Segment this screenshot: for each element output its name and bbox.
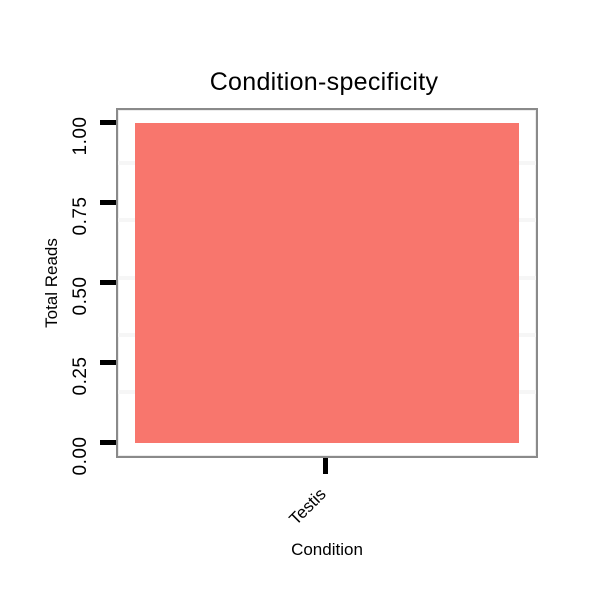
bar-testis [135, 123, 519, 443]
y-tick-mark [100, 440, 116, 445]
x-tick-mark [323, 458, 328, 474]
y-tick-label: 0.50 [70, 276, 91, 316]
y-tick-mark [100, 120, 116, 125]
y-tick-label: 1.00 [70, 116, 91, 156]
x-tick-label: Testis [285, 484, 330, 529]
y-tick-label: 0.00 [70, 436, 91, 476]
x-axis-title: Condition [291, 540, 363, 559]
y-axis-title: Total Reads [42, 238, 61, 328]
y-tick-label: 0.25 [70, 356, 91, 396]
y-tick-mark [100, 280, 116, 285]
y-tick-label: 0.75 [70, 196, 91, 236]
y-tick-mark [100, 360, 116, 365]
y-tick-mark [100, 200, 116, 205]
plot-panel [116, 108, 538, 458]
chart-title: Condition-specificity [209, 68, 439, 96]
